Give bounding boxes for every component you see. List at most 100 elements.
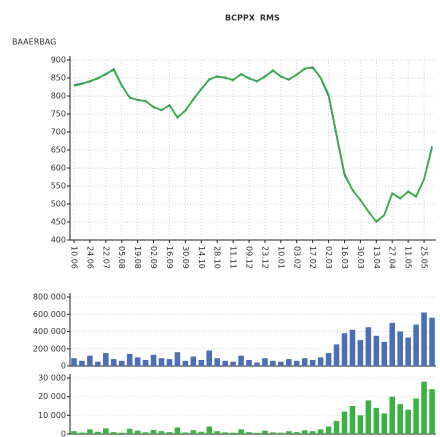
bar (413, 398, 419, 434)
bar (142, 432, 149, 434)
y-tick-label: 30 000 (38, 374, 66, 383)
bar (270, 432, 276, 434)
bar (301, 430, 308, 434)
y-tick-label: 500 (51, 200, 66, 209)
line-series (73, 66, 433, 224)
bar (246, 432, 252, 434)
bar (79, 432, 85, 434)
y-tick-label: 10 000 (38, 411, 66, 420)
bar (230, 361, 236, 366)
bar (270, 360, 276, 366)
y-tick-label: 600 000 (33, 310, 66, 319)
bar (373, 407, 380, 434)
x-tick-label: 14.10 (197, 246, 206, 269)
bar (222, 432, 228, 434)
y-tick-label: 800 000 (33, 293, 66, 302)
bar (254, 362, 260, 366)
bar (190, 430, 197, 434)
x-tick-label: 28.10 (213, 246, 222, 269)
bar (357, 340, 364, 366)
x-tick-label: 10.01 (276, 246, 285, 269)
bar (389, 396, 396, 434)
bar (126, 353, 133, 366)
bar (126, 428, 133, 434)
bar (71, 431, 77, 434)
y-tick-label: 600 (51, 164, 66, 173)
bar (95, 361, 101, 366)
bar (413, 324, 419, 366)
bar (349, 329, 356, 366)
bar (429, 389, 435, 434)
bar (110, 432, 117, 434)
x-tick-label: 23.12 (260, 246, 269, 269)
y-tick-label: 550 (51, 182, 66, 191)
bar (405, 409, 411, 434)
bar (349, 406, 356, 434)
bar (87, 429, 93, 434)
legend-entry: RMS (260, 14, 280, 23)
bar (365, 327, 372, 366)
y-tick-label: 0 (61, 430, 66, 437)
x-tick-label: 13.04 (372, 246, 381, 269)
y-tick-label: 0 (61, 362, 66, 371)
bar (134, 357, 141, 366)
bar (278, 432, 284, 434)
bar (381, 341, 388, 366)
y-tick-label: 900 (51, 56, 66, 65)
bar (103, 428, 109, 434)
bar (118, 432, 125, 434)
bar (87, 355, 93, 366)
bar (238, 355, 244, 366)
bar (325, 426, 332, 434)
bar (166, 359, 173, 366)
bar (158, 358, 165, 366)
bar (230, 432, 236, 434)
bar (429, 317, 435, 366)
bar (206, 426, 213, 434)
bar (262, 358, 268, 366)
bar (118, 360, 125, 366)
bar (397, 404, 403, 434)
bar (198, 431, 205, 434)
bar (190, 356, 197, 366)
y-tick-label: 200 000 (33, 344, 66, 353)
y-tick-label: 800 (51, 92, 66, 101)
bar (317, 357, 324, 366)
x-tick-label: 16.03 (340, 246, 349, 269)
bar (286, 431, 292, 434)
x-tick-label: 05.08 (117, 246, 126, 269)
line-series (73, 67, 433, 223)
bar (182, 360, 189, 366)
bar (357, 415, 364, 434)
bar (222, 360, 228, 366)
legend-entry: BCPPX (225, 14, 256, 23)
y-tick-label: 400 000 (33, 327, 66, 336)
bar (309, 359, 316, 366)
x-tick-label: 19.08 (133, 246, 142, 269)
bar (174, 427, 181, 434)
x-tick-label: 11.11 (229, 246, 238, 269)
x-tick-label: 10.06 (69, 246, 78, 269)
y-tick-label: 450 (51, 218, 66, 227)
bar (317, 429, 324, 434)
bar (341, 333, 348, 366)
bar (365, 400, 372, 434)
bar (373, 335, 380, 366)
bar (333, 344, 340, 366)
x-tick-label: 17.02 (308, 246, 317, 269)
x-tick-label: 09.12 (245, 246, 254, 269)
bar (71, 358, 77, 366)
bar (254, 432, 260, 434)
bar (421, 312, 427, 366)
bar (421, 381, 427, 434)
x-tick-label: 25.05 (420, 246, 429, 269)
bar (158, 431, 165, 434)
x-tick-label: 03.02 (292, 246, 301, 269)
bar (389, 322, 396, 366)
bar (174, 352, 181, 366)
bar (166, 432, 173, 434)
bar (182, 432, 189, 434)
bar (214, 431, 220, 434)
bar (150, 429, 157, 434)
